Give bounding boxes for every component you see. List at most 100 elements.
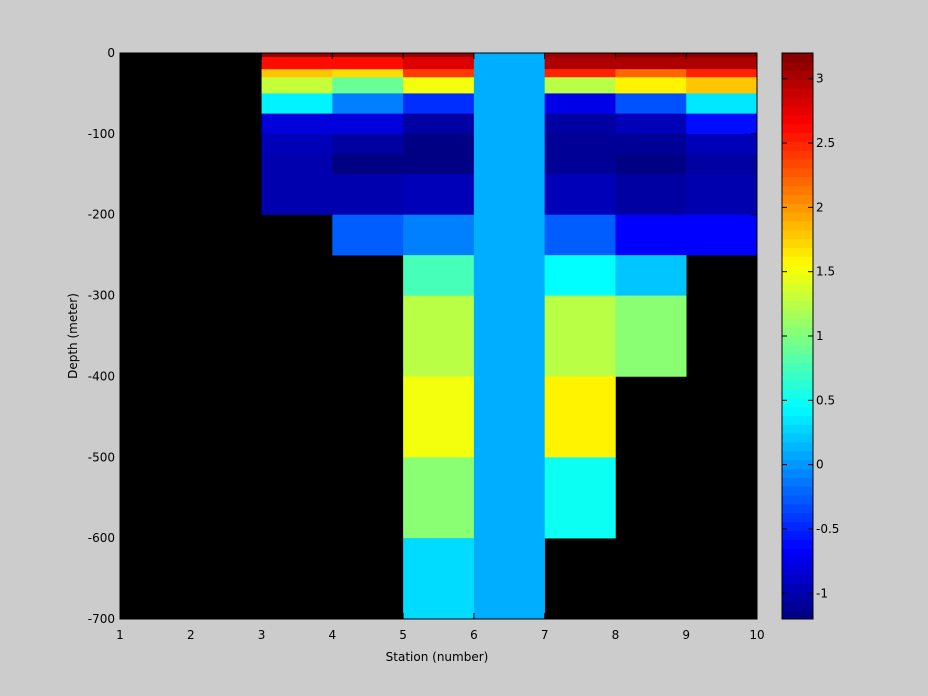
heatmap-cell [615,255,687,296]
heatmap-cell [544,93,616,114]
colorbar-step [782,504,813,514]
colorbar-step [782,601,813,611]
heatmap-cell [332,93,404,114]
colorbar-step [782,353,813,363]
heatmap-cell [403,133,475,175]
colorbar-tick-label: 2 [816,200,824,214]
heatmap-cell [544,295,616,377]
y-tick-label: -200 [88,208,115,222]
heatmap-cell [544,57,616,70]
heatmap-cell [332,214,404,256]
heatmap-cell [544,457,616,539]
heatmap-cell [261,93,333,114]
colorbar-step [782,318,813,328]
colorbar-step [782,282,813,293]
colorbar-step [782,123,813,133]
heatmap-cell [261,69,333,78]
colorbar-step [782,433,813,443]
x-axis-ticks: 1 2 3 4 5 6 7 8 9 10 [116,53,765,642]
x-tick-label: 10 [749,628,764,642]
colorbar-step [782,97,813,107]
colorbar-step [782,274,813,284]
y-tick-label: -700 [88,612,115,626]
colorbar-step [782,530,813,540]
colorbar-tick-label: 0.5 [816,393,835,407]
heatmap-cell [403,57,475,70]
heatmap-cell [615,93,687,114]
colorbar-step [782,450,813,461]
colorbar-tick-label: 0 [816,458,824,472]
colorbar-step [782,167,813,178]
heatmap-cell [615,133,687,155]
heatmap-cell [615,214,687,256]
heatmap-cell [403,113,475,135]
colorbar-step [782,194,813,204]
colorbar-step [782,521,813,531]
colorbar-step [782,406,813,416]
colorbar-step [782,212,813,222]
plot-frame [119,52,758,620]
colorbar-step [782,79,813,89]
heatmap-cell [615,295,687,377]
heatmap-cell [403,174,475,216]
heatmap-cell [544,255,616,296]
heatmap-cell [686,53,758,58]
x-tick-label: 3 [258,628,266,642]
colorbar-step [782,106,813,116]
colorbar-step [782,291,813,302]
colorbar-step [782,486,813,496]
heatmap-cell [686,174,758,216]
colorbar-step [782,150,813,160]
heatmap-cell [332,77,404,94]
heatmap-cell [261,133,333,155]
heatmap-cell [544,69,616,78]
colorbar-step [782,512,813,523]
heatmap-cell [261,57,333,70]
colorbar-step [782,300,813,310]
colorbar-step [782,424,813,434]
colorbar-step [782,574,813,585]
y-tick-label: 0 [107,46,115,60]
colorbar-step [782,344,813,355]
colorbar-step [782,565,813,576]
colorbar-tick-label: 2.5 [816,136,835,150]
colorbar-step [782,221,813,231]
heatmap-cell [332,154,404,175]
colorbar-step [782,336,813,346]
heatmap-cell [332,133,404,155]
colorbar-step [782,309,813,319]
heatmap-cell [261,174,333,216]
x-tick-label: 6 [470,628,478,642]
colorbar-step [782,88,813,98]
heatmap-cell [544,214,616,256]
heatmap-cell [615,174,687,216]
heatmap-cell [261,77,333,94]
colorbar-step [782,459,813,470]
colorbar-step [782,371,813,381]
y-tick-label: -400 [88,369,115,383]
heatmap-cell [403,214,475,256]
heatmap-cell [686,93,758,114]
heatmap-cell [686,214,758,256]
heatmap-cell [403,77,475,94]
colorbar-step [782,176,813,187]
colorbar-gradient [782,53,813,620]
colorbar-step [782,203,813,213]
heatmap-plot: 1 2 3 4 5 6 7 8 9 10 0 -100 -200 -300 -400 -500 -600 -70… [88,46,765,642]
colorbar-step [782,495,813,505]
colorbar-step [782,477,813,487]
heatmap-cell [544,77,616,94]
heatmap-cell [473,53,545,620]
x-tick-label: 9 [682,628,690,642]
colorbar-tick-label: -1 [816,586,828,600]
heatmap-cell [332,174,404,216]
colorbar-step [782,362,813,372]
x-tick-label: 1 [116,628,124,642]
x-axis-label: Station (number) [386,650,489,664]
heatmap-cell [544,174,616,216]
x-tick-label: 4 [329,628,337,642]
colorbar-step [782,397,813,408]
y-tick-label: -300 [88,289,115,303]
colorbar-step [782,114,813,125]
colorbar-step [782,380,813,390]
